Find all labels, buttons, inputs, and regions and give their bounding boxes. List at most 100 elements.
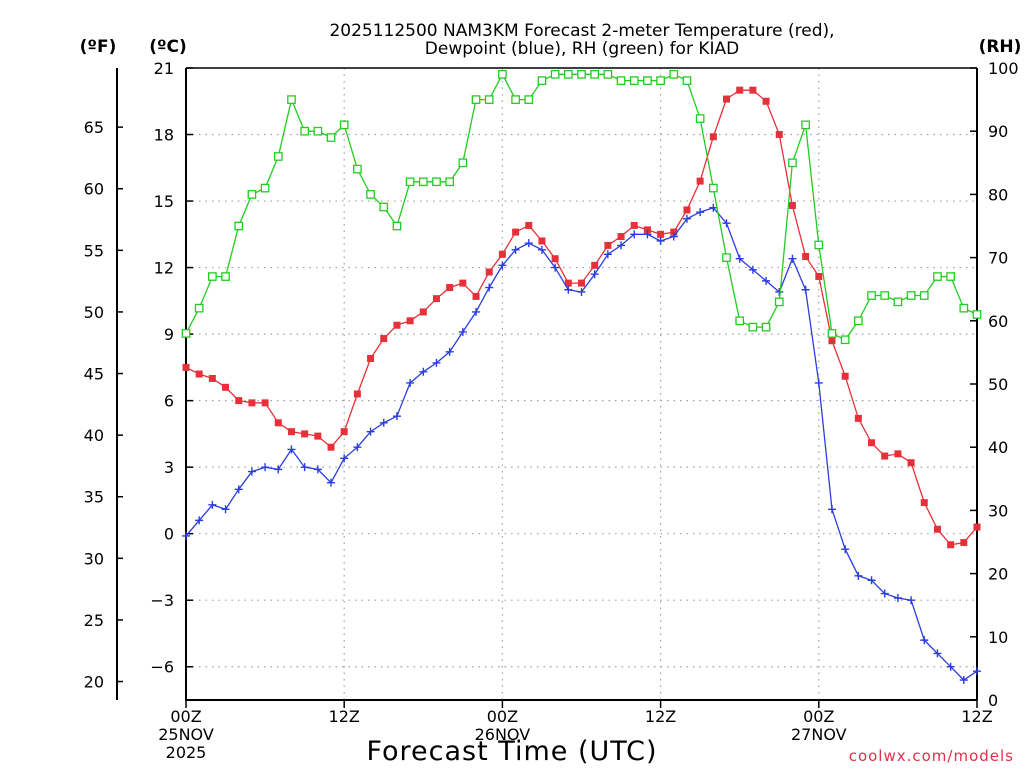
rh-point xyxy=(801,120,810,130)
x-axis-label: Forecast Time (UTC) xyxy=(366,736,657,767)
dewpoint-point xyxy=(287,445,296,454)
temperature-point xyxy=(564,279,572,287)
dewpoint-point xyxy=(590,270,599,279)
temperature-point xyxy=(973,523,981,531)
rh-tick-label: 100 xyxy=(988,59,1019,78)
dewpoint-point xyxy=(577,287,586,296)
temperature-point xyxy=(485,268,493,276)
temperature-point xyxy=(894,450,902,458)
rh-point xyxy=(537,76,547,85)
dewpoint-point xyxy=(247,467,256,476)
rh-point xyxy=(906,291,916,300)
celsius-tick-label: −6 xyxy=(150,658,174,677)
fahrenheit-tick-label: 50 xyxy=(84,303,104,322)
celsius-tick-label: 21 xyxy=(154,59,174,78)
celsius-tick-label: 12 xyxy=(154,259,174,278)
dewpoint-point xyxy=(472,307,481,316)
temperature-point xyxy=(406,317,414,325)
temperature-point xyxy=(709,133,717,141)
dewpoint-point xyxy=(537,245,546,254)
time-tick-label: 12Z xyxy=(645,707,676,726)
temperature-point xyxy=(868,439,876,447)
dewpoint-point xyxy=(762,276,771,285)
dewpoint-point xyxy=(406,378,415,387)
rh-point xyxy=(854,316,863,326)
rh-point xyxy=(326,133,336,142)
rh-point xyxy=(405,177,415,187)
temperature-point xyxy=(314,432,322,440)
fahrenheit-tick-label: 25 xyxy=(84,611,104,630)
time-tick-label: 25NOV xyxy=(158,725,214,744)
rh-point xyxy=(748,322,758,332)
temperature-point xyxy=(696,177,704,185)
rh-point xyxy=(867,291,876,300)
fahrenheit-tick-label: 45 xyxy=(84,365,104,384)
dewpoint-point xyxy=(445,347,454,356)
dewpoint-line xyxy=(185,206,978,681)
temperature-point xyxy=(222,383,230,391)
temperature-series xyxy=(182,86,981,549)
temperature-point xyxy=(788,201,796,209)
rh-point xyxy=(722,253,731,262)
temperature-point xyxy=(393,321,401,329)
dewpoint-point xyxy=(524,239,533,248)
fahrenheit-unit-label: (ºF) xyxy=(80,37,117,57)
rh-point xyxy=(577,69,586,79)
temperature-point xyxy=(643,226,651,234)
temperature-point xyxy=(274,419,282,427)
dewpoint-point xyxy=(261,463,270,472)
fahrenheit-tick-label: 55 xyxy=(84,241,104,260)
rh-point xyxy=(273,152,283,161)
temperature-point xyxy=(828,337,836,345)
temperature-point xyxy=(683,206,691,214)
rh-point xyxy=(181,329,191,338)
temperature-point xyxy=(538,237,546,245)
dewpoint-point xyxy=(234,485,243,494)
rh-tick-label: 80 xyxy=(988,185,1008,204)
rh-point xyxy=(260,183,270,193)
temperature-point xyxy=(472,292,480,300)
temperature-point xyxy=(301,430,309,438)
rh-series xyxy=(181,69,982,345)
temperature-point xyxy=(933,525,941,533)
dewpoint-point xyxy=(603,250,612,259)
rh-point xyxy=(418,177,428,187)
temperature-point xyxy=(327,443,335,451)
rh-tick-label: 40 xyxy=(988,438,1008,457)
rh-point xyxy=(484,95,494,104)
rh-point xyxy=(629,76,639,85)
dewpoint-point xyxy=(485,283,494,292)
celsius-tick-label: −3 xyxy=(150,591,174,610)
rh-point xyxy=(221,272,230,281)
rh-point xyxy=(959,303,969,313)
dewpoint-point xyxy=(379,418,388,427)
temperature-point xyxy=(854,414,862,422)
rh-point xyxy=(445,177,455,187)
fahrenheit-axis: 65 60 55 50 45 40 35 30 25 20 xyxy=(84,118,123,692)
rh-point xyxy=(840,335,850,345)
temperature-point xyxy=(604,241,612,249)
rh-point xyxy=(287,95,296,104)
time-tick-label: 27NOV xyxy=(791,725,847,744)
celsius-tick-label: 3 xyxy=(164,458,174,477)
celsius-tick-label: 0 xyxy=(164,525,174,544)
rh-point xyxy=(616,76,626,85)
rh-point xyxy=(669,69,679,79)
temperature-point xyxy=(195,370,203,378)
dewpoint-point xyxy=(498,261,507,270)
fahrenheit-tick-label: 40 xyxy=(84,426,104,445)
dewpoint-point xyxy=(195,516,204,525)
chart-title-line1: 2025112500 NAM3KM Forecast 2-meter Tempe… xyxy=(329,21,834,41)
celsius-unit-label: (ºC) xyxy=(149,37,187,57)
rh-line xyxy=(185,72,978,341)
rh-unit-label: (RH) xyxy=(979,37,1022,57)
rh-point xyxy=(643,76,652,85)
dewpoint-point xyxy=(208,500,217,509)
time-tick-label: 00Z xyxy=(170,707,201,726)
rh-point xyxy=(511,95,520,104)
temperature-point xyxy=(459,279,467,287)
temperature-point xyxy=(419,308,427,316)
rh-point xyxy=(194,303,204,313)
